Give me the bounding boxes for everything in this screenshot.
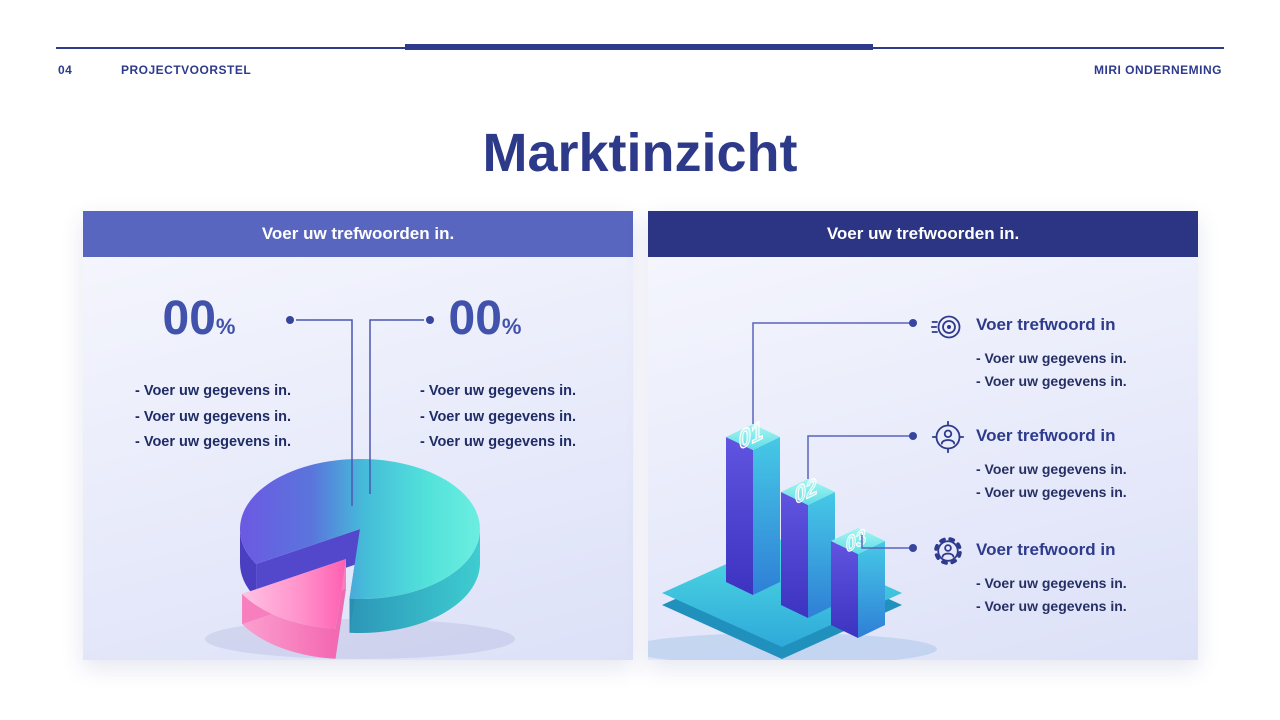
page-title: Marktinzicht: [482, 123, 798, 184]
bullet-line: - Voer uw gegevens in.: [420, 434, 577, 450]
stat-right-value: 00: [448, 292, 502, 345]
stat-left-unit: %: [215, 314, 236, 339]
stat-left-bullets: - Voer uw gegevens in. - Voer uw gegeven…: [135, 379, 365, 456]
stat-left-value: 00: [162, 292, 216, 345]
bullet-line: - Voer uw gegevens in.: [976, 575, 1127, 591]
bullet-line: - Voer uw gegevens in.: [976, 373, 1127, 389]
bar-card-header: Voer uw trefwoorden in.: [648, 211, 1198, 257]
bullet-line: - Voer uw gegevens in.: [420, 408, 577, 425]
stat-right-unit: %: [501, 314, 522, 339]
keyword-item-title: Voer trefwoord in: [976, 315, 1116, 334]
bullet-line: - Voer uw gegevens in.: [976, 484, 1127, 500]
pie-card-header: Voer uw trefwoorden in.: [83, 211, 633, 257]
user-focus-icon: [931, 420, 965, 454]
keyword-item-1: Voer trefwoord in - Voer uw gegevens in.…: [976, 315, 1188, 393]
bullet-line: - Voer uw gegevens in.: [420, 383, 577, 399]
bullet-line: - Voer uw gegevens in.: [976, 461, 1127, 477]
header-project-label: PROJECTVOORSTEL: [121, 63, 252, 77]
stat-right-bullets: - Voer uw gegevens in. - Voer uw gegeven…: [420, 379, 650, 456]
keyword-item-3: Voer trefwoord in - Voer uw gegevens in.…: [976, 540, 1188, 618]
bar-chart-card: Voer uw trefwoorden in.: [648, 211, 1198, 660]
stat-right: 00%: [405, 295, 565, 343]
keyword-item-title: Voer trefwoord in: [976, 540, 1116, 559]
keyword-item-2: Voer trefwoord in - Voer uw gegevens in.…: [976, 426, 1188, 504]
gear-user-icon: [931, 534, 965, 568]
target-icon: [931, 310, 965, 344]
header-company-label: MIRI ONDERNEMING: [1094, 63, 1222, 77]
bullet-line: - Voer uw gegevens in.: [976, 350, 1127, 366]
page-number: 04: [58, 63, 73, 77]
keyword-item-title: Voer trefwoord in: [976, 426, 1116, 445]
bullet-line: - Voer uw gegevens in.: [135, 434, 292, 450]
pie-chart-card: Voer uw trefwoorden in.: [83, 211, 633, 660]
bullet-line: - Voer uw gegevens in.: [976, 598, 1127, 614]
bullet-line: - Voer uw gegevens in.: [135, 383, 292, 399]
bullet-line: - Voer uw gegevens in.: [135, 408, 292, 425]
top-accent-bar: [405, 44, 873, 50]
stat-left: 00%: [119, 295, 279, 343]
